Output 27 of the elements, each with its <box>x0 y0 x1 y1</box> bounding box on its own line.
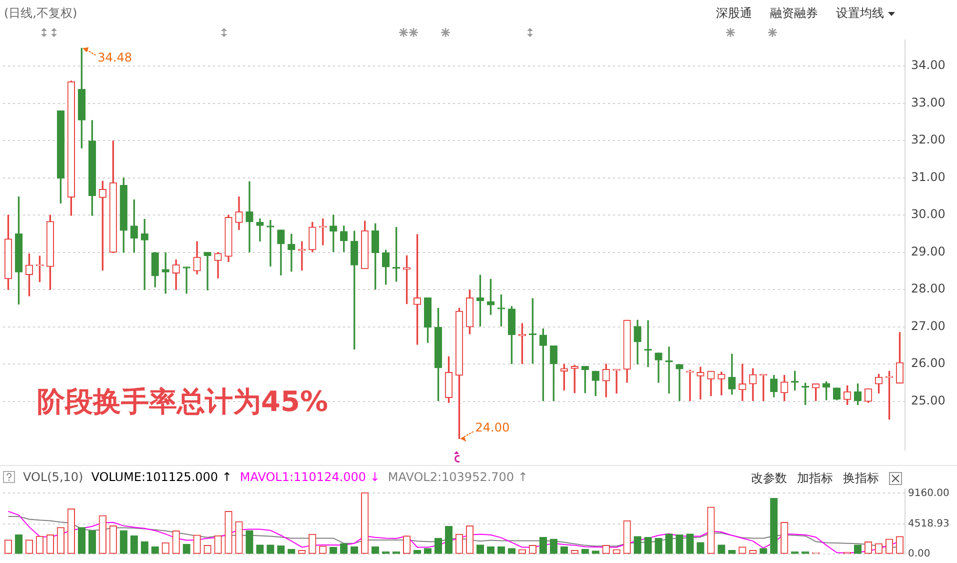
text: 换指标 <box>843 470 879 487</box>
y-tick-label: 27.00 <box>911 318 946 333</box>
y-tick-label: 33.00 <box>911 95 946 110</box>
y-tick-label: 31.00 <box>911 170 946 184</box>
text: 加指标 <box>797 470 833 487</box>
y-tick-label: 26.00 <box>911 356 946 370</box>
y-tick-label: 25.00 <box>911 393 946 408</box>
annotation: 34.48 <box>98 50 132 64</box>
y-tick-label: 28.00 <box>911 282 946 296</box>
annotation: 阶段换手率总计为45% <box>37 384 328 420</box>
y-tick-label: 29.00 <box>911 244 946 258</box>
y-tick-label: 34.00 <box>911 58 946 72</box>
y-tick-label: 4518.93 <box>908 518 950 530</box>
annotation: 24.00 <box>475 420 510 435</box>
y-tick-label: 0.00 <box>908 548 930 560</box>
y-tick-label: 30.00 <box>911 207 946 222</box>
chart-title: (日线,不复权) <box>4 5 78 22</box>
text: MAVOL1:110124.000 ↓ <box>240 470 380 484</box>
text: 深股通 <box>716 5 752 22</box>
text: 改参数 <box>751 470 787 487</box>
text: 设置均线 <box>836 5 884 22</box>
text: VOLUME:101125.000 ↑ <box>91 470 232 484</box>
text: 融资融券 <box>770 5 818 22</box>
y-tick-label: 9160.00 <box>908 488 950 499</box>
text: MAVOL2:103952.700 ↑ <box>388 470 528 484</box>
y-tick-label: 32.00 <box>911 132 946 147</box>
legend-title: VOL(5,10) <box>23 470 84 484</box>
